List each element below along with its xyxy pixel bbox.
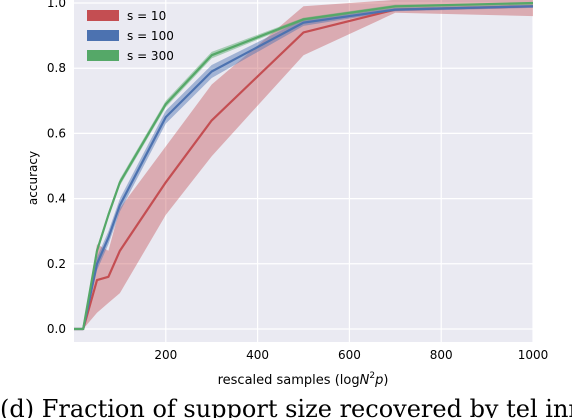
- line-series-2: [74, 5, 534, 331]
- y-tick-label: 0.2: [47, 257, 66, 271]
- line-series-1: [74, 5, 534, 331]
- x-axis-label-prefix: rescaled samples (log: [218, 373, 360, 388]
- x-axis-label-sup: 2: [369, 371, 375, 381]
- legend-label-1: s = 10: [127, 9, 166, 23]
- y-tick-label: 0.6: [47, 126, 66, 140]
- line-series-3: [74, 1, 534, 331]
- band-series-1: [74, 0, 533, 329]
- figure-caption: (d) Fraction of support size recovered b…: [0, 395, 572, 418]
- y-tick-labels: 0.0 0.2 0.4 0.6 0.8 1.0: [47, 0, 66, 336]
- y-axis-label: accuracy: [26, 151, 40, 205]
- accuracy-chart: 200 400 600 800 1000 0.0 0.2 0.4 0.6 0.8 1.0 accu…: [26, 0, 548, 388]
- confidence-bands: [74, 0, 533, 329]
- x-axis-label: rescaled samples (logN2p): [218, 371, 389, 388]
- x-tick-label: 200: [154, 348, 177, 362]
- x-tick-label: 600: [338, 348, 361, 362]
- y-tick-label: 0.4: [47, 192, 66, 206]
- x-axis-label-N: N: [360, 373, 370, 388]
- series-lines: [74, 1, 534, 331]
- legend: s = 10 s = 100 s = 300: [87, 9, 174, 63]
- grid-lines: [74, 0, 534, 342]
- legend-label-2: s = 100: [127, 29, 174, 43]
- x-tick-label: 400: [246, 348, 269, 362]
- plot-background: [74, 0, 533, 342]
- legend-swatch-2: [87, 30, 119, 41]
- y-tick-label: 1.0: [47, 0, 66, 10]
- x-tick-label: 1000: [518, 348, 549, 362]
- y-tick-label: 0.0: [47, 322, 66, 336]
- x-tick-labels: 200 400 600 800 1000: [154, 348, 548, 362]
- legend-swatch-1: [87, 10, 119, 21]
- legend-label-3: s = 300: [127, 49, 174, 63]
- y-tick-label: 0.8: [47, 61, 66, 75]
- legend-swatch-3: [87, 50, 119, 61]
- x-tick-label: 800: [430, 348, 453, 362]
- x-axis-label-close: ): [383, 373, 388, 388]
- x-axis-label-p: p: [374, 373, 383, 388]
